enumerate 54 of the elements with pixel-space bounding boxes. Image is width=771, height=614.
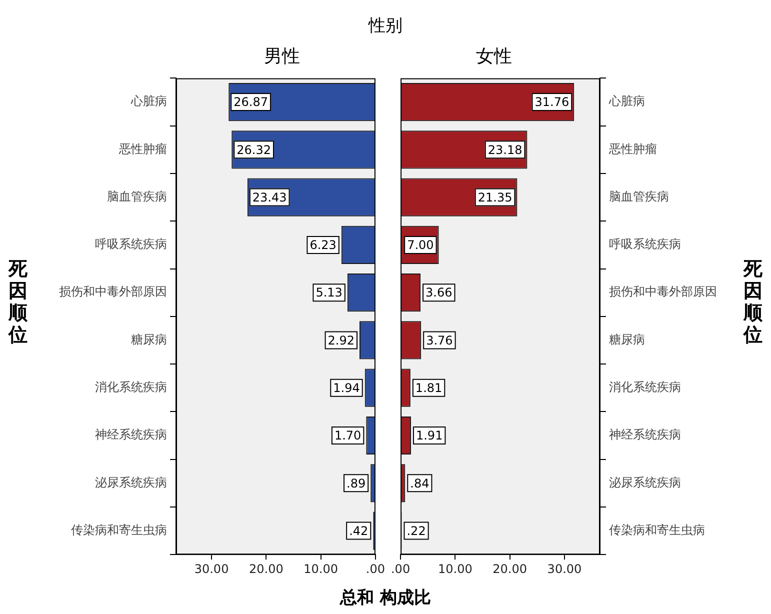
y-tick-label: 损伤和中毒外部原因 [609, 284, 717, 299]
y-tick-label: 传染病和寄生虫病 [609, 522, 705, 537]
y-tick-label: 传染病和寄生虫病 [71, 522, 167, 537]
data-label: 7.00 [407, 238, 434, 252]
x-tick-label: 20.00 [248, 562, 284, 576]
y-tick-label: 呼吸系统疾病 [95, 237, 167, 252]
x-tick-label: .00 [390, 562, 410, 576]
y-tick-label: 脑血管疾病 [609, 189, 669, 204]
chart-title: 性别 [367, 15, 404, 37]
data-label: 5.13 [316, 286, 342, 300]
x-tick-label: 10.00 [304, 562, 338, 576]
x-axis-title: 总和 构成比 [338, 587, 432, 609]
data-label: .89 [346, 476, 366, 490]
y-tick-label: 恶性肿瘤 [608, 142, 657, 156]
data-label: 3.76 [426, 333, 453, 348]
data-label: 1.94 [333, 380, 360, 395]
data-label: 23.43 [252, 190, 287, 204]
data-label: .22 [406, 524, 426, 538]
y-tick-label: 糖尿病 [609, 332, 645, 346]
y-tick-label: 神经系统疾病 [609, 428, 681, 442]
data-label: 6.23 [310, 238, 336, 252]
data-label: 23.18 [488, 142, 522, 157]
y-tick-label: 消化系统疾病 [609, 380, 681, 394]
data-label: 2.92 [328, 333, 354, 348]
data-label: 31.76 [534, 95, 570, 110]
x-tick-label: 10.00 [438, 562, 472, 576]
data-label: 3.66 [426, 286, 452, 300]
chart-subtitle: 女性 [475, 45, 513, 68]
y-axis-title: 死因顺位 [8, 258, 28, 346]
y-tick-label: 泌尿系统疾病 [609, 475, 681, 490]
y-tick-label: 泌尿系统疾病 [95, 475, 167, 490]
chart-subtitle: 男性 [263, 45, 301, 68]
y-tick-label: 呼吸系统疾病 [609, 237, 681, 252]
y-tick-label: 糖尿病 [131, 332, 167, 346]
x-tick-label: 20.00 [492, 562, 528, 576]
data-label: 1.91 [416, 428, 443, 443]
y-tick-label: 神经系统疾病 [95, 428, 167, 442]
data-label: 1.70 [334, 428, 362, 443]
data-label: .42 [349, 524, 368, 538]
data-label: 1.81 [415, 380, 442, 395]
y-tick-label: 脑血管疾病 [107, 189, 167, 204]
y-axis-title: 死因顺位 [743, 258, 763, 346]
y-tick-label: 损伤和中毒外部原因 [59, 284, 167, 299]
data-label: 26.87 [234, 95, 268, 110]
x-tick-label: 30.00 [547, 562, 582, 576]
x-tick-label: .00 [366, 562, 386, 576]
data-label: 26.32 [236, 142, 271, 157]
data-label: .84 [410, 476, 430, 490]
y-tick-label: 心脏病 [130, 94, 167, 108]
x-tick-label: 30.00 [194, 562, 229, 576]
y-tick-label: 恶性肿瘤 [118, 142, 167, 156]
data-label: 21.35 [478, 190, 512, 204]
y-tick-label: 消化系统疾病 [95, 380, 167, 394]
y-tick-label: 心脏病 [608, 94, 645, 108]
